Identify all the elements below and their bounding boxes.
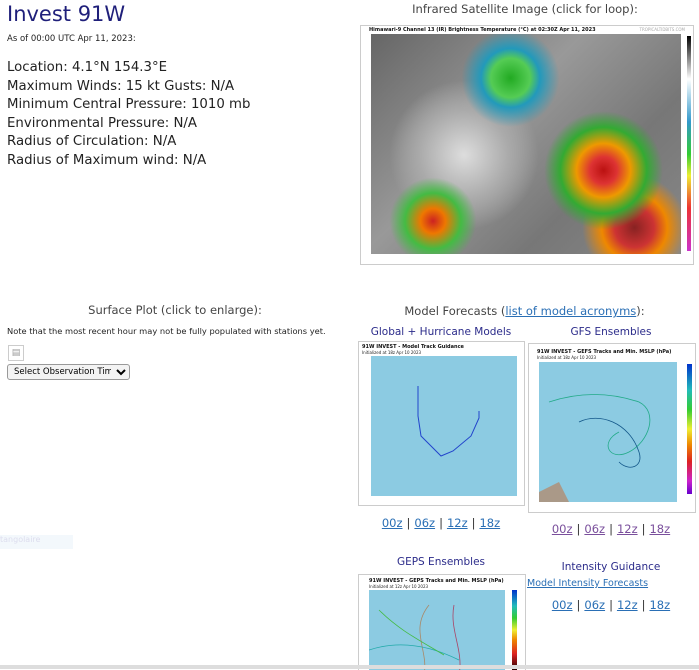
intensity-06z-link[interactable]: 06z	[584, 598, 606, 612]
min-pressure: Minimum Central Pressure: 1010 mb	[7, 97, 251, 112]
gfs-18z-link[interactable]: 18z	[649, 522, 671, 536]
satellite-caption: Himawari-9 Channel 13 (IR) Brightness Te…	[369, 27, 596, 33]
gfs-00z-link[interactable]: 00z	[551, 522, 573, 536]
mslp-colorbar	[512, 590, 517, 670]
land-mass	[539, 482, 569, 502]
separator: |	[609, 598, 613, 612]
ensemble-track	[368, 644, 460, 661]
radius-circulation: Radius of Circulation: N/A	[7, 134, 177, 149]
models-heading: Model Forecasts (list of model acronyms)…	[350, 304, 699, 318]
geps-map	[368, 590, 505, 670]
models-heading-suffix: ):	[636, 304, 645, 318]
global-run-links: 00z | 06z | 12z | 18z	[358, 516, 524, 530]
global-12z-link[interactable]: 12z	[446, 516, 468, 530]
model-intensity-link[interactable]: Model Intensity Forecasts	[527, 578, 649, 589]
horizontal-scrollbar[interactable]	[0, 665, 699, 669]
gfs-map	[539, 362, 677, 502]
global-models-title: Global + Hurricane Models	[370, 326, 512, 338]
separator: |	[609, 522, 613, 536]
ensemble-track	[378, 609, 445, 656]
intensity-12z-link[interactable]: 12z	[616, 598, 638, 612]
satellite-imagery	[371, 34, 681, 254]
gfs-caption: 91W INVEST - GEFS Tracks and Min. MSLP (…	[537, 349, 672, 355]
satellite-heading: Infrared Satellite Image (click for loop…	[412, 2, 638, 16]
global-models-init: Initialized at 18z Apr 10 2023	[362, 350, 422, 355]
satellite-credit: TROPICALTIDBITS.COM	[639, 27, 685, 32]
ensemble-track	[548, 394, 651, 456]
ensemble-track	[452, 604, 461, 670]
models-heading-prefix: Model Forecasts (	[404, 304, 506, 318]
gfs-06z-link[interactable]: 06z	[584, 522, 606, 536]
geps-ensembles-title: GEPS Ensembles	[396, 556, 486, 568]
separator: |	[576, 522, 581, 536]
surface-heading: Surface Plot (click to enlarge):	[88, 303, 262, 317]
intensity-guidance-title: Intensity Guidance	[561, 561, 661, 573]
model-acronyms-link[interactable]: list of model acronyms	[505, 304, 637, 318]
geps-ensembles-image[interactable]: 91W INVEST - GEPS Tracks and Min. MSLP (…	[358, 574, 526, 670]
separator: |	[641, 522, 646, 536]
surface-note: Note that the most recent hour may not b…	[7, 326, 326, 336]
model-track-line	[417, 386, 480, 457]
mslp-colorbar	[687, 364, 692, 494]
global-00z-link[interactable]: 00z	[381, 516, 403, 530]
global-18z-link[interactable]: 18z	[479, 516, 501, 530]
as-of-time: As of 00:00 UTC Apr 11, 2023:	[7, 34, 136, 44]
global-models-map	[371, 356, 517, 496]
intensity-00z-link[interactable]: 00z	[551, 598, 573, 612]
broken-image-icon[interactable]: ▤	[8, 345, 24, 361]
separator: |	[576, 598, 581, 612]
temperature-colorbar	[687, 36, 691, 251]
env-pressure: Environmental Pressure: N/A	[7, 115, 197, 131]
satellite-image[interactable]: Himawari-9 Channel 13 (IR) Brightness Te…	[360, 25, 694, 265]
intensity-18z-link[interactable]: 18z	[649, 598, 671, 612]
faint-label: tangolaire	[0, 535, 73, 549]
global-models-caption: 91W INVEST - Model Track Guidance	[362, 344, 464, 350]
ensemble-track	[578, 418, 641, 468]
storm-details: Location: 4.1°N 154.3°E Maximum Winds: 1…	[7, 59, 250, 170]
gfs-ensembles-title: GFS Ensembles	[570, 326, 652, 338]
separator: |	[406, 516, 411, 530]
storm-title: Invest 91W	[7, 2, 126, 26]
geps-init: Initialized at 12z Apr 10 2023	[369, 584, 429, 589]
intensity-run-links: 00z | 06z | 12z | 18z	[528, 598, 694, 612]
geps-caption: 91W INVEST - GEPS Tracks and Min. MSLP (…	[369, 578, 504, 584]
max-winds: Maximum Winds: 15 kt Gusts: N/A	[7, 78, 235, 94]
global-06z-link[interactable]: 06z	[414, 516, 436, 530]
separator: |	[439, 516, 443, 530]
separator: |	[471, 516, 476, 530]
observation-time-select[interactable]: Select Observation Time...	[7, 364, 130, 380]
gfs-12z-link[interactable]: 12z	[616, 522, 638, 536]
gfs-init: Initialized at 18z Apr 10 2023	[537, 355, 597, 360]
gfs-run-links: 00z | 06z | 12z | 18z	[528, 522, 694, 536]
global-models-image[interactable]: 91W INVEST - Model Track Guidance Initia…	[358, 341, 525, 506]
location: Location: 4.1°N 154.3°E	[7, 60, 168, 75]
radius-max-wind: Radius of Maximum wind: N/A	[7, 152, 207, 168]
separator: |	[641, 598, 646, 612]
gfs-ensembles-image[interactable]: 91W INVEST - GEFS Tracks and Min. MSLP (…	[528, 343, 696, 513]
ensemble-track	[419, 604, 430, 670]
